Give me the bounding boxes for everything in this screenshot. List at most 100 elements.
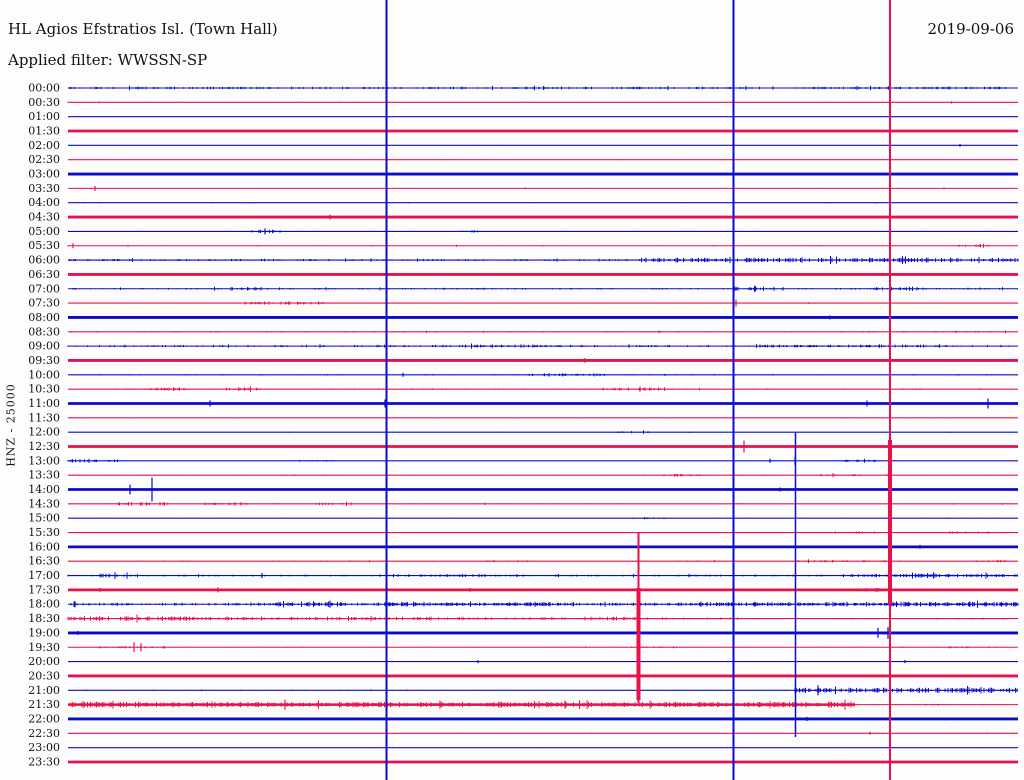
time-label: 11:30 <box>28 411 60 424</box>
time-label: 05:00 <box>28 225 60 238</box>
time-label: 23:00 <box>28 741 60 754</box>
trace-row: 02:30 <box>28 153 1018 166</box>
trace-noise <box>84 202 1014 204</box>
trace-row: 07:30 <box>28 297 1018 310</box>
trace-noise <box>72 285 1018 292</box>
trace-noise <box>79 373 1006 377</box>
trace-noise <box>70 330 1018 334</box>
time-label: 08:00 <box>28 311 60 324</box>
trace-row: 23:30 <box>28 755 1018 768</box>
applied-filter-label: Applied filter: WWSSN-SP <box>8 51 208 69</box>
trace-row: 12:00 <box>28 426 1018 439</box>
time-label: 20:00 <box>28 655 60 668</box>
trace-noise <box>69 256 1019 265</box>
trace-row: 14:00 <box>28 477 1018 502</box>
trace-row: 01:00 <box>28 110 1018 123</box>
trace-noise <box>69 699 1018 710</box>
trace-row: 08:30 <box>28 325 1018 338</box>
trace-row: 22:00 <box>28 712 1018 725</box>
trace-noise <box>106 273 1009 275</box>
trace-row: 05:00 <box>28 225 1018 238</box>
time-label: 09:30 <box>28 354 60 367</box>
time-label: 21:00 <box>28 684 60 697</box>
time-label: 14:00 <box>28 483 60 496</box>
trace-row: 03:30 <box>28 182 1018 195</box>
trace-noise <box>72 301 1015 305</box>
trace-noise <box>67 531 1015 534</box>
trace-noise <box>81 417 1018 419</box>
time-label: 07:00 <box>28 282 60 295</box>
trace-noise <box>67 645 997 649</box>
time-label: 10:00 <box>28 368 60 381</box>
trace-row: 16:00 <box>28 540 1018 553</box>
time-label: 23:30 <box>28 755 60 768</box>
trace-noise <box>85 187 972 190</box>
trace-noise <box>69 501 1014 506</box>
time-label: 16:00 <box>28 540 60 553</box>
trace-row: 09:30 <box>28 354 1018 367</box>
trace-row: 08:00 <box>28 311 1018 324</box>
time-label: 10:30 <box>28 383 60 396</box>
trace-noise <box>178 675 1017 677</box>
trace-row: 18:00 <box>28 598 1019 611</box>
trace-row: 11:00 <box>28 397 1018 410</box>
time-label: 18:30 <box>28 612 60 625</box>
record-date: 2019-09-06 <box>927 20 1014 38</box>
time-label: 05:30 <box>28 239 60 252</box>
trace-row: 03:00 <box>28 168 1018 181</box>
trace-row: 00:00 <box>28 82 1018 95</box>
trace-row: 23:00 <box>28 741 1018 754</box>
trace-row: 13:30 <box>28 469 1018 482</box>
trace-noise <box>72 229 1008 234</box>
time-label: 04:30 <box>28 211 60 224</box>
trace-noise <box>75 430 1005 434</box>
trace-row: 17:00 <box>28 569 1018 582</box>
trace-noise <box>111 747 981 748</box>
trace-noise <box>69 85 1006 91</box>
trace-noise <box>75 661 949 663</box>
time-label: 03:00 <box>28 168 60 181</box>
trace-row: 12:30 <box>28 440 1018 453</box>
time-label: 03:30 <box>28 182 60 195</box>
time-label: 01:00 <box>28 110 60 123</box>
trace-row: 00:30 <box>28 96 1018 109</box>
trace-noise <box>69 559 1008 564</box>
time-label: 04:00 <box>28 196 60 209</box>
time-label: 12:30 <box>28 440 60 453</box>
trace-noise <box>67 343 1017 349</box>
time-label: 20:30 <box>28 669 60 682</box>
time-label: 00:00 <box>28 82 60 95</box>
trace-noise <box>67 458 876 463</box>
trace-row: 14:30 <box>28 497 1018 510</box>
trace-row: 01:30 <box>28 125 1018 138</box>
trace-row: 18:30 <box>28 612 1018 625</box>
time-label: 21:30 <box>28 698 60 711</box>
time-label: 06:00 <box>28 254 60 267</box>
trace-row: 02:00 <box>28 139 1018 152</box>
time-label: 22:30 <box>28 727 60 740</box>
trace-row: 10:00 <box>28 368 1018 381</box>
trace-row: 21:00 <box>28 684 1018 697</box>
trace-noise <box>85 686 1018 695</box>
trace-noise <box>121 144 682 146</box>
time-label: 02:30 <box>28 153 60 166</box>
time-label: 19:30 <box>28 641 60 654</box>
trace-row: 04:30 <box>28 211 1018 224</box>
time-label: 12:00 <box>28 426 60 439</box>
time-label: 06:30 <box>28 268 60 281</box>
time-label: 15:00 <box>28 512 60 525</box>
trace-row: 15:30 <box>28 526 1018 539</box>
time-label: 13:00 <box>28 454 60 467</box>
time-label: 17:30 <box>28 583 60 596</box>
time-label: 15:30 <box>28 526 60 539</box>
time-label: 09:00 <box>28 340 60 353</box>
trace-noise <box>91 159 945 161</box>
trace-row: 13:00 <box>28 454 1018 467</box>
time-label: 07:30 <box>28 297 60 310</box>
time-label: 11:00 <box>28 397 60 410</box>
time-label: 17:00 <box>28 569 60 582</box>
trace-row: 21:30 <box>28 698 1018 711</box>
trace-row: 10:30 <box>28 383 1018 396</box>
trace-row: 05:30 <box>28 239 1018 252</box>
